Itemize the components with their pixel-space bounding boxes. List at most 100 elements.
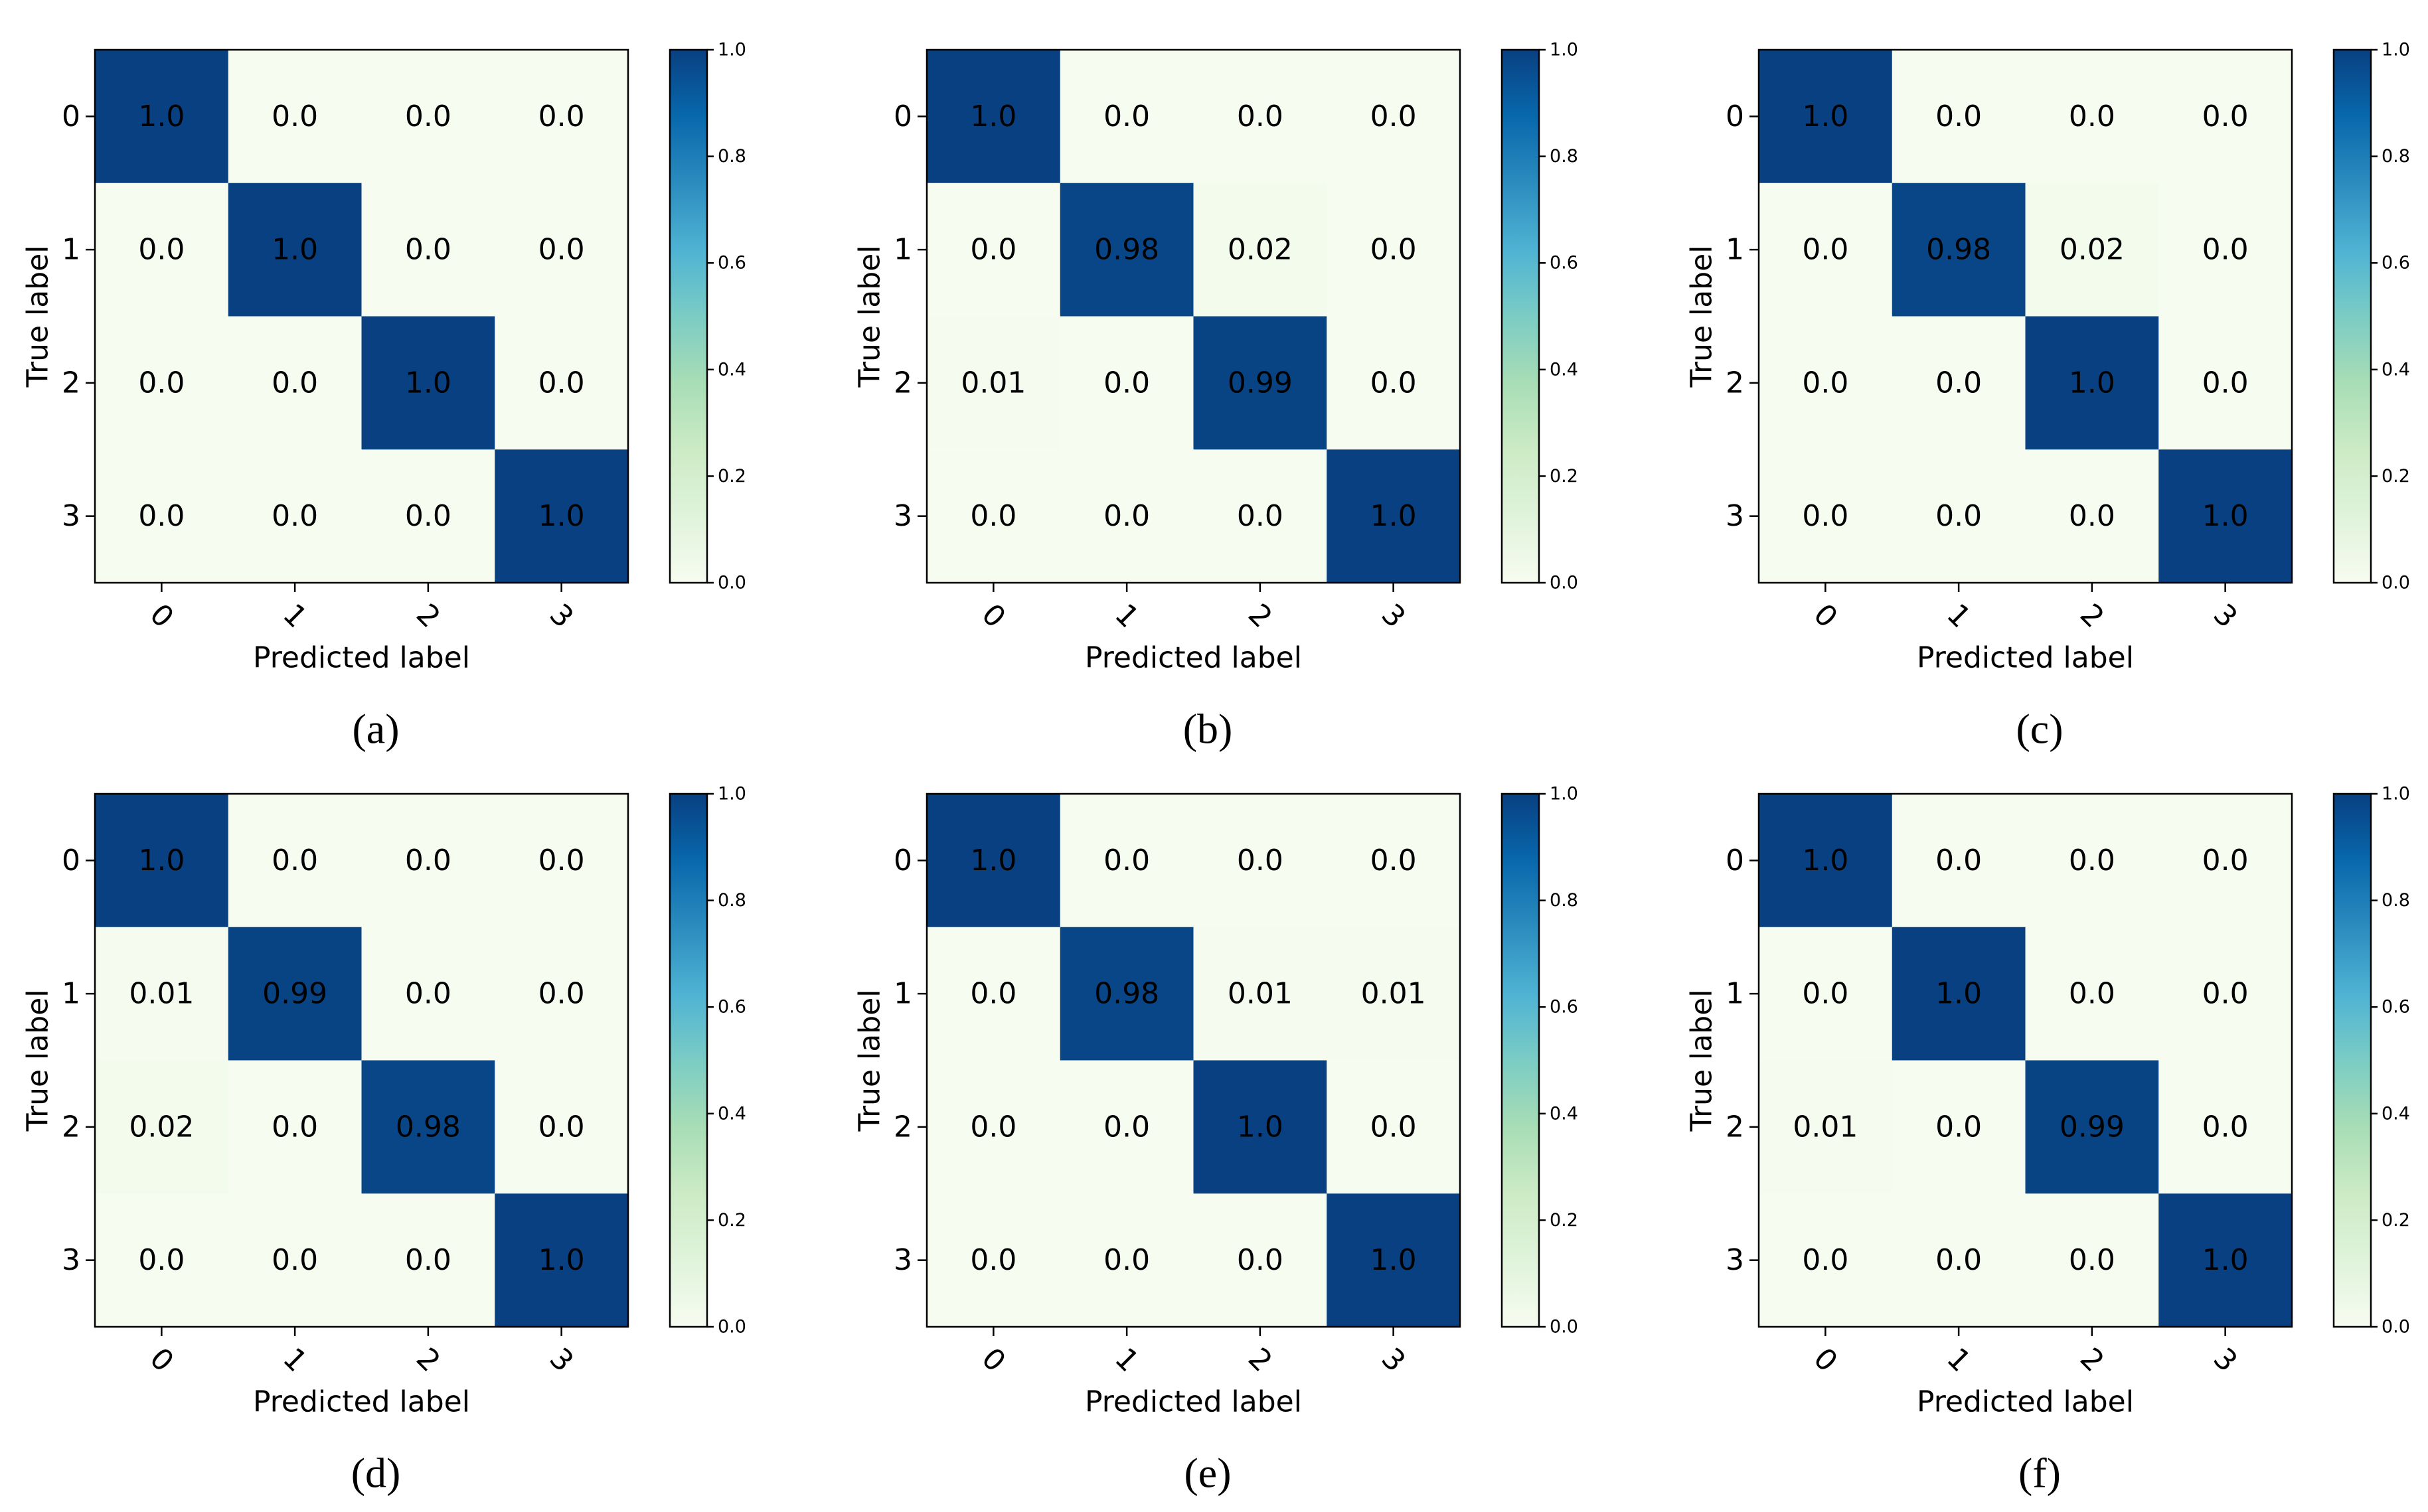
heatmap-cell <box>228 50 362 184</box>
heatmap-cell <box>1060 1193 1194 1327</box>
heatmap-cell <box>927 50 1061 184</box>
heatmap-cell <box>95 449 229 583</box>
heatmap-frame <box>1757 793 2293 1328</box>
cell-value-label: 0.99 <box>2060 1110 2125 1144</box>
cell-value-label: 0.0 <box>272 366 318 400</box>
heatmap-cell <box>2158 449 2293 583</box>
cell-value-label: 1.0 <box>1935 977 1982 1011</box>
cell-value-label: 1.0 <box>1802 100 1848 133</box>
colorbar-tick-label: 0.4 <box>2382 359 2410 380</box>
heatmap-cell <box>95 1193 229 1327</box>
heatmap-cell <box>2158 183 2293 317</box>
heatmap-cell <box>1892 183 2026 317</box>
y-tick-label: 2 <box>894 366 912 400</box>
cell-value-label: 1.0 <box>1237 1110 1283 1144</box>
cell-value-label: 0.0 <box>1103 1110 1150 1144</box>
heatmap-cell <box>1060 1060 1194 1194</box>
colorbar-gradient <box>2334 794 2371 1327</box>
confusion-matrix-panel: 1.0 0.0 0.0 0.00.0 1.0 0.0 0.00.01 0.0 0.99 0.00.… <box>1685 784 2410 1497</box>
cell-value-label: 0.0 <box>538 977 585 1011</box>
cell-value-label: 1.0 <box>970 100 1016 133</box>
y-tick-label: 0 <box>894 844 912 877</box>
cell-value-label: 0.0 <box>2069 977 2115 1011</box>
colorbar-tick-label: 1.0 <box>718 40 746 60</box>
colorbar-tick-label: 0.0 <box>1550 1317 1578 1337</box>
cell-value-label: 0.0 <box>538 1110 585 1144</box>
colorbar-frame <box>1500 48 1540 584</box>
cell-value-label: 0.0 <box>1802 499 1848 533</box>
cell-value-label: 0.0 <box>1802 1243 1848 1277</box>
cell-value-label: 0.0 <box>1370 366 1417 400</box>
y-tick-label: 3 <box>62 499 80 533</box>
heatmap-cell <box>2025 449 2159 583</box>
cell-value-label: 0.01 <box>1361 977 1426 1011</box>
heatmap-cell <box>2025 927 2159 1061</box>
heatmap-cell <box>495 1193 629 1327</box>
colorbar-tick-label: 0.8 <box>718 146 746 167</box>
x-axis-label: Predicted label <box>253 1385 470 1419</box>
cell-value-label: 0.0 <box>1103 499 1150 533</box>
cell-value-label: 0.01 <box>961 366 1026 400</box>
cell-value-label: 0.0 <box>1103 100 1150 133</box>
cell-value-label: 0.99 <box>1228 366 1293 400</box>
x-axis-label: Predicted label <box>1085 1385 1302 1419</box>
cell-value-label: 0.0 <box>2069 1243 2115 1277</box>
y-axis-label: True label <box>21 990 55 1132</box>
cell-value-label: 0.98 <box>1094 977 1159 1011</box>
cell-value-label: 0.0 <box>1370 233 1417 267</box>
y-tick-label: 2 <box>1726 1110 1744 1144</box>
cell-value-label: 0.0 <box>272 100 318 133</box>
cell-value-label: 0.0 <box>405 233 451 267</box>
heatmap-cell <box>95 316 229 450</box>
cell-value-label: 1.0 <box>272 233 318 267</box>
heatmap-cell <box>95 927 229 1061</box>
y-tick-label: 3 <box>1726 499 1744 533</box>
heatmap-cell <box>495 794 629 928</box>
cell-value-label: 1.0 <box>138 844 185 877</box>
heatmap-cell <box>1892 1193 2026 1327</box>
cell-value-label: 1.0 <box>1370 1243 1417 1277</box>
y-tick-label: 0 <box>1726 100 1744 133</box>
heatmap-cell <box>1892 1060 2026 1194</box>
y-tick-label: 1 <box>62 233 80 267</box>
colorbar-tick-label: 0.2 <box>2382 466 2410 487</box>
colorbar-frame <box>2332 48 2372 584</box>
cell-value-label: 0.0 <box>538 366 585 400</box>
cell-value-label: 0.0 <box>1103 1243 1150 1277</box>
colorbar-gradient <box>670 50 707 583</box>
heatmap-cell <box>1759 1193 1893 1327</box>
colorbar-tick-label: 0.4 <box>1550 359 1578 380</box>
y-tick-label: 0 <box>62 844 80 877</box>
confusion-matrix-panel: 1.0 0.0 0.0 0.00.0 0.98 0.01 0.010.0 0.0 1.0 0.00… <box>853 784 1578 1497</box>
colorbar-gradient <box>670 794 707 1327</box>
cell-value-label: 0.0 <box>272 844 318 877</box>
colorbar-frame <box>2332 793 2372 1328</box>
heatmap-cell <box>228 183 362 317</box>
heatmap-cell <box>1759 1060 1893 1194</box>
heatmap-cell <box>228 1060 362 1194</box>
heatmap-cell <box>2025 794 2159 928</box>
heatmap-cell <box>2158 1193 2293 1327</box>
heatmap-cell <box>228 316 362 450</box>
cell-value-label: 0.98 <box>1926 233 1991 267</box>
cell-value-label: 0.0 <box>405 844 451 877</box>
heatmap-cell <box>1327 50 1461 184</box>
y-tick-label: 2 <box>62 366 80 400</box>
colorbar-tick-label: 0.6 <box>2382 997 2410 1018</box>
heatmap-cell <box>1759 794 1893 928</box>
y-tick-label: 1 <box>62 977 80 1011</box>
cell-value-label: 0.0 <box>2202 366 2249 400</box>
heatmap-cell <box>95 183 229 317</box>
heatmap-cell <box>1193 50 1327 184</box>
heatmap-cell <box>2025 1193 2159 1327</box>
cell-value-label: 0.0 <box>1935 844 1982 877</box>
cell-value-label: 0.0 <box>405 100 451 133</box>
heatmap-cell <box>1193 794 1327 928</box>
colorbar-gradient <box>1502 794 1539 1327</box>
heatmap-cell <box>1759 449 1893 583</box>
colorbar-tick-label: 0.0 <box>2382 573 2410 593</box>
heatmap-cell <box>361 927 495 1061</box>
cell-value-label: 1.0 <box>2202 499 2249 533</box>
colorbar-tick-label: 0.0 <box>718 1317 746 1337</box>
cell-value-label: 0.0 <box>1802 233 1848 267</box>
